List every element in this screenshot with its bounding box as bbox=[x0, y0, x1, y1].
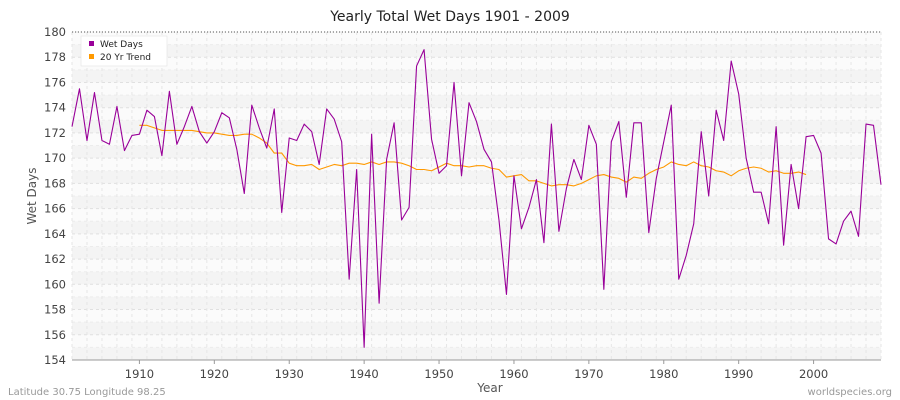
y-tick-label: 172 bbox=[44, 126, 66, 140]
x-tick-label: 1930 bbox=[275, 367, 304, 381]
legend-swatch-wet-days bbox=[89, 41, 94, 46]
series-group bbox=[71, 49, 882, 348]
x-tick-label: 1910 bbox=[125, 367, 154, 381]
x-tick-label: 1950 bbox=[424, 367, 453, 381]
footer-source: worldspecies.org bbox=[808, 387, 892, 398]
grid-band bbox=[72, 334, 881, 348]
y-tick-label: 162 bbox=[44, 252, 66, 266]
grid bbox=[71, 31, 882, 361]
series-line-trend bbox=[139, 124, 807, 187]
grid-band bbox=[72, 132, 881, 146]
y-axis-label: Wet Days bbox=[25, 167, 39, 224]
chart-title: Yearly Total Wet Days 1901 - 2009 bbox=[329, 9, 570, 25]
series-line-wet-days bbox=[71, 49, 882, 348]
legend-swatch-trend bbox=[89, 54, 94, 59]
legend-label-wet-days: Wet Days bbox=[100, 40, 143, 50]
grid-band bbox=[72, 233, 881, 247]
y-tick-label: 178 bbox=[44, 50, 66, 64]
y-axis-ticks: 154 156 158 160 162 164 166 168 170 172 174 176 178 1… bbox=[44, 25, 66, 367]
y-tick-label: 170 bbox=[44, 151, 66, 165]
y-tick-label: 156 bbox=[44, 328, 66, 342]
x-axis-label: Year bbox=[476, 381, 502, 395]
y-tick-label: 166 bbox=[44, 202, 66, 216]
x-tick-label: 1960 bbox=[499, 367, 528, 381]
x-tick-label: 1940 bbox=[349, 367, 378, 381]
y-tick-label: 180 bbox=[44, 25, 66, 39]
y-tick-label: 158 bbox=[44, 303, 66, 317]
x-tick-label: 2000 bbox=[799, 367, 828, 381]
y-tick-label: 168 bbox=[44, 176, 66, 190]
legend-label-trend: 20 Yr Trend bbox=[100, 53, 151, 63]
legend-box bbox=[80, 35, 168, 67]
y-tick-label: 164 bbox=[44, 227, 66, 241]
footer-location: Latitude 30.75 Longitude 98.25 bbox=[8, 387, 166, 398]
x-tick-label: 1970 bbox=[574, 367, 603, 381]
y-tick-label: 154 bbox=[44, 353, 66, 367]
legend: Wet Days 20 Yr Trend bbox=[80, 35, 168, 67]
y-tick-label: 174 bbox=[44, 101, 66, 115]
x-axis-ticks: 1910 1920 1930 1940 1950 1960 1970 1980 1990 2000 bbox=[125, 360, 828, 381]
y-tick-label: 176 bbox=[44, 75, 66, 89]
x-tick-label: 1980 bbox=[649, 367, 678, 381]
y-tick-label: 160 bbox=[44, 277, 66, 291]
x-tick-label: 1920 bbox=[200, 367, 229, 381]
x-tick-label: 1990 bbox=[724, 367, 753, 381]
